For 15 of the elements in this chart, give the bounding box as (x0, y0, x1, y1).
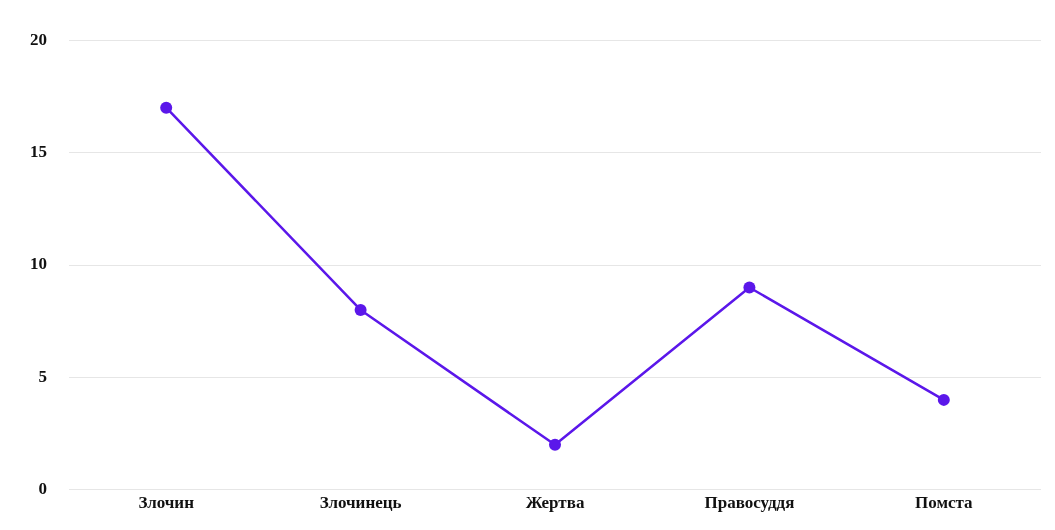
x-tick-label: Правосуддя (704, 493, 795, 513)
point (743, 281, 756, 294)
y-tick-label: 15 (30, 141, 47, 161)
y-tick-label: 20 (30, 29, 47, 49)
point (354, 303, 367, 316)
y-tick-label: 5 (38, 366, 47, 386)
x-tick-label: Помста (915, 493, 974, 513)
y-tick-label: 0 (38, 479, 47, 499)
point (549, 438, 561, 451)
point (937, 393, 950, 406)
x-tick-label: Злочин (138, 493, 195, 513)
x-tick-label: Жертва (525, 493, 585, 513)
x-tick-label: Злочинець (319, 493, 402, 513)
y-tick-label: 10 (30, 254, 47, 274)
point (160, 101, 173, 114)
